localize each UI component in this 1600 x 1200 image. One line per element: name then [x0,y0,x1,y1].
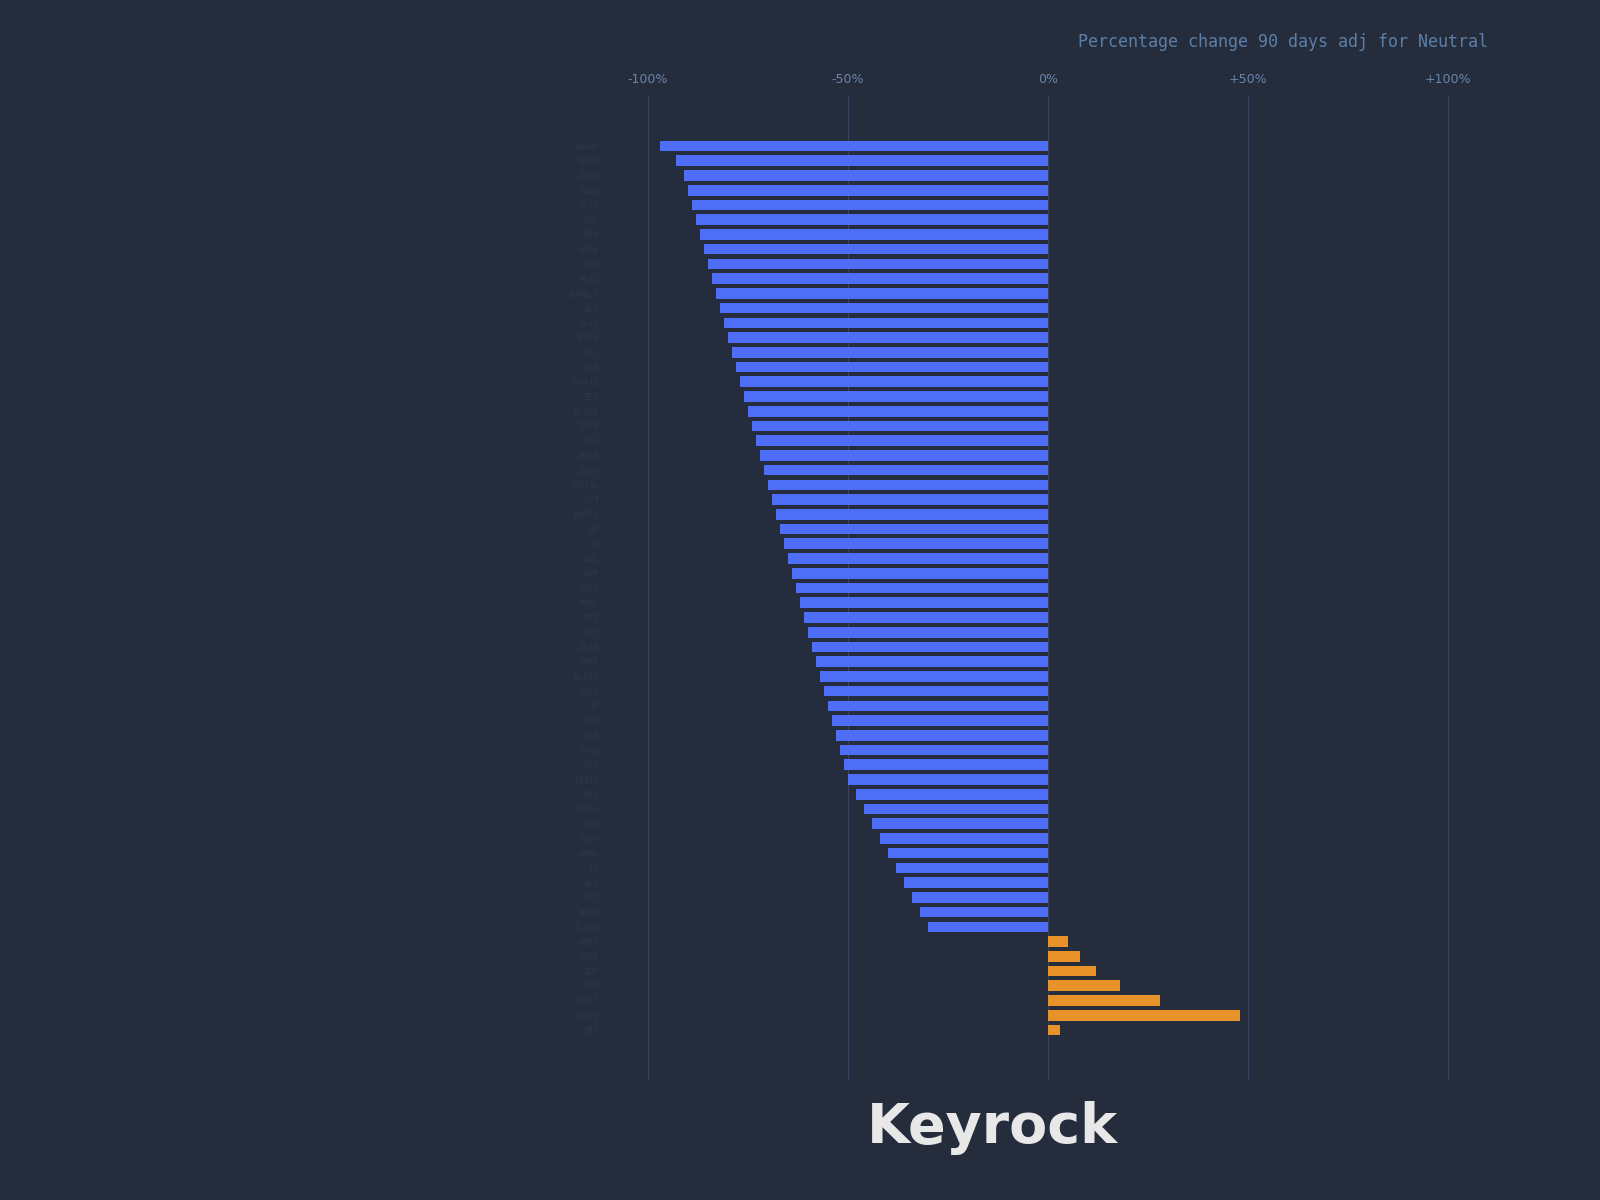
Bar [856,788,1048,799]
Bar [720,302,1048,313]
Bar [880,833,1048,844]
Bar [757,436,1048,446]
Bar [704,244,1048,254]
Bar [712,274,1048,284]
Bar [691,199,1048,210]
Bar [797,583,1048,593]
Bar [733,347,1048,358]
Bar [760,450,1048,461]
Bar [1048,1025,1059,1036]
Bar [1048,1010,1240,1020]
Bar [688,185,1048,196]
Bar [928,922,1048,932]
Bar [701,229,1048,240]
Bar [872,818,1048,829]
Bar [749,406,1048,416]
Bar [675,156,1048,166]
Bar [835,730,1048,740]
Bar [723,318,1048,328]
Bar [824,686,1048,696]
Bar [739,377,1048,388]
Bar [787,553,1048,564]
Bar [819,671,1048,682]
Bar [904,877,1048,888]
Bar [848,774,1048,785]
Bar [776,509,1048,520]
Bar [661,140,1048,151]
Bar [800,598,1048,608]
Bar [805,612,1048,623]
Bar [888,848,1048,858]
Bar [896,863,1048,874]
Bar [1048,936,1069,947]
Bar [717,288,1048,299]
Bar [829,701,1048,712]
Bar [736,361,1048,372]
Bar [808,626,1048,637]
Bar [781,523,1048,534]
Bar [1048,980,1120,991]
Bar [728,332,1048,343]
Text: Keyrock: Keyrock [867,1102,1117,1154]
Bar [864,804,1048,815]
Bar [912,892,1048,902]
Bar [768,480,1048,490]
Bar [1048,966,1096,977]
Bar [685,170,1048,181]
Bar [813,642,1048,653]
Bar [771,494,1048,505]
Bar [920,907,1048,918]
Bar [696,215,1048,224]
Bar [792,568,1048,578]
Bar [765,464,1048,475]
Bar [784,539,1048,550]
Bar [832,715,1048,726]
Bar [744,391,1048,402]
Bar [845,760,1048,770]
Bar [1048,995,1160,1006]
Bar [816,656,1048,667]
Bar [707,258,1048,269]
Bar [840,745,1048,755]
Bar [1048,952,1080,961]
Text: Percentage change 90 days adj for Neutral: Percentage change 90 days adj for Neutra… [1078,34,1488,52]
Bar [752,421,1048,431]
